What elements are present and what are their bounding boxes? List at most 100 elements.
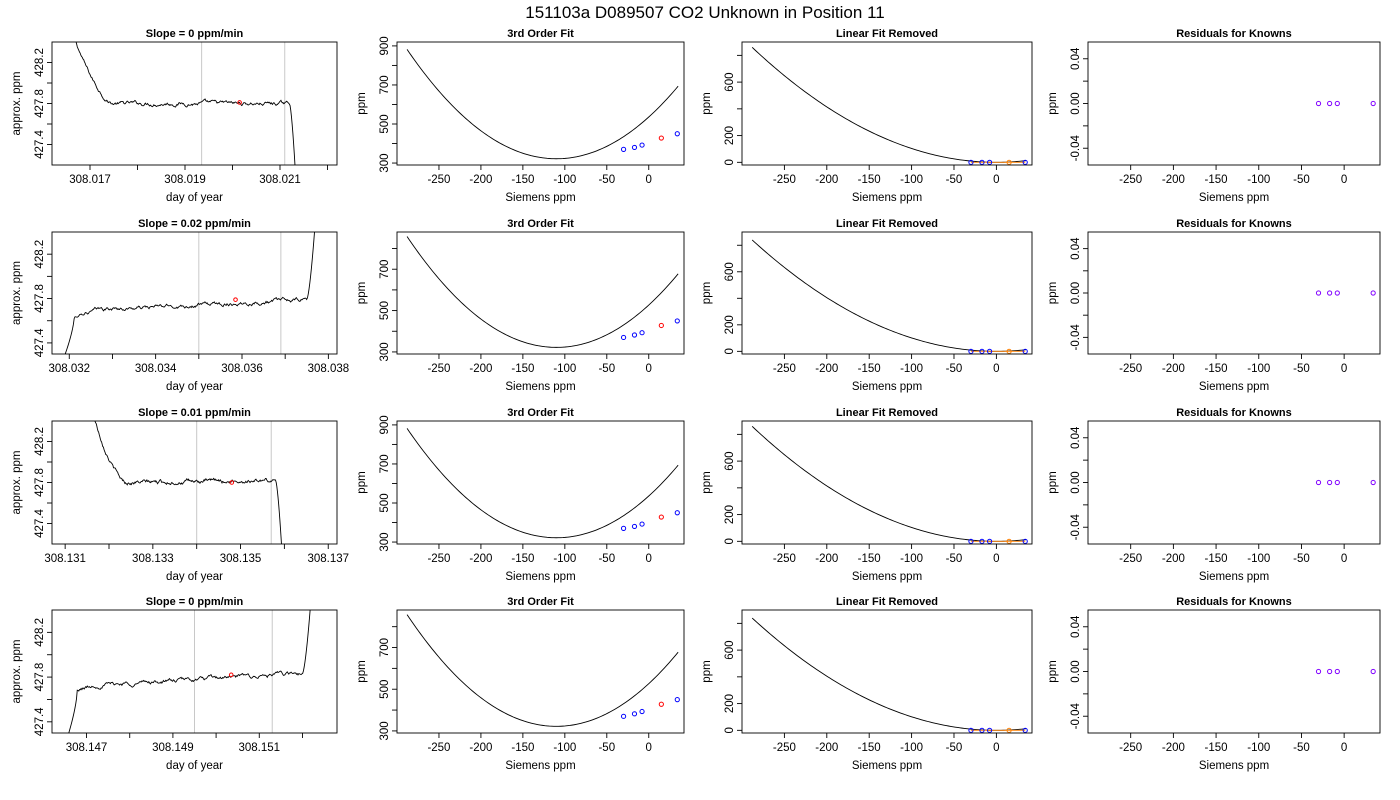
- data-point: [1370, 479, 1376, 486]
- data-point: [674, 510, 680, 516]
- data-point: [979, 538, 985, 544]
- y-tick-label: 300: [379, 721, 391, 740]
- data-point: [631, 332, 638, 338]
- fit-curve: [751, 239, 1027, 352]
- y-tick-label: 500: [379, 301, 391, 320]
- data-point: [1006, 348, 1012, 354]
- panel-r4-c1: 308.147 308.149 308.151 427.4 427.8 428.2 Slop…: [11, 596, 338, 772]
- y-tick-label: 428.2: [34, 240, 46, 269]
- panel-title: Slope = 0 ppm/min: [146, 28, 244, 40]
- x-axis-label: Siemens ppm: [1199, 760, 1269, 772]
- y-axis-label: ppm: [1047, 660, 1059, 682]
- plot-area: [75, 42, 296, 165]
- y-tick-label: 0.00: [1070, 282, 1082, 304]
- y-tick-label: 300: [379, 342, 391, 361]
- y-tick-label: 0.00: [1070, 471, 1082, 493]
- fit-curve: [406, 236, 679, 348]
- data-point: [620, 146, 627, 152]
- panel-title: Residuals for Knowns: [1176, 28, 1292, 40]
- data-point: [620, 334, 627, 341]
- panel-r2-c1: 308.032 308.034 308.036 308.038 427.4 427.8 42…: [11, 218, 349, 393]
- x-tick-label: -100: [1247, 553, 1270, 565]
- plot-area: [94, 421, 282, 544]
- y-tick-label: 600: [724, 73, 736, 92]
- panel-title: 3rd Order Fit: [507, 596, 574, 608]
- data-point: [658, 701, 664, 707]
- data-point: [1315, 100, 1322, 107]
- data-point: [1334, 479, 1340, 486]
- plot-frame: [51, 420, 338, 545]
- x-axis-label: Siemens ppm: [1199, 192, 1269, 204]
- x-axis-label: Siemens ppm: [1199, 571, 1269, 583]
- y-tick-label: 600: [724, 452, 736, 471]
- y-tick-label: 600: [724, 641, 736, 660]
- x-axis-label: day of year: [166, 381, 223, 393]
- x-tick-label: -100: [900, 742, 923, 754]
- data-point: [1315, 479, 1322, 486]
- plot-frame: [396, 609, 685, 734]
- x-tick-label: 0: [646, 363, 652, 375]
- data-point: [968, 538, 974, 544]
- data-point: [658, 514, 664, 520]
- data-point: [979, 159, 985, 165]
- data-point: [674, 697, 680, 703]
- x-tick-label: 0: [1341, 363, 1347, 375]
- x-tick-label: 308.038: [308, 363, 350, 375]
- x-tick-label: 308.032: [48, 363, 90, 375]
- plot-area: [1315, 100, 1376, 107]
- approx-ppm-trace: [94, 421, 282, 544]
- panel-r4-c4: -250 -200 -150 -100 -50 0 -0.04 0.00 0.04 Residua…: [1047, 596, 1381, 772]
- data-point: [968, 348, 974, 354]
- panel-r3-c3: -250 -200 -150 -100 -50 0 0 200 600 Linear Fit Re…: [701, 407, 1033, 583]
- x-tick-label: -150: [511, 553, 534, 565]
- y-tick-label: 200: [724, 694, 736, 713]
- x-tick-label: -150: [511, 174, 534, 186]
- x-tick-label: 308.133: [132, 553, 174, 565]
- x-tick-label: 308.036: [221, 363, 263, 375]
- unknown-marker: [228, 672, 234, 678]
- data-point: [1334, 100, 1340, 107]
- x-tick-label: -200: [1162, 742, 1185, 754]
- x-tick-label: -50: [1293, 742, 1310, 754]
- x-tick-label: 308.137: [307, 553, 349, 565]
- figure-title: 151103a D089507 CO2 Unknown in Position …: [525, 3, 884, 22]
- x-axis-label: day of year: [166, 760, 223, 772]
- x-tick-label: -250: [1119, 363, 1142, 375]
- fit-curve: [751, 426, 1027, 542]
- plot-area: [1315, 290, 1376, 296]
- data-point: [979, 727, 985, 733]
- plot-area: [751, 47, 1028, 165]
- x-tick-label: -200: [815, 553, 838, 565]
- x-tick-label: 308.131: [44, 553, 86, 565]
- x-tick-label: -200: [469, 553, 492, 565]
- data-point: [987, 159, 993, 165]
- x-tick-label: -50: [1293, 174, 1310, 186]
- x-tick-label: -150: [858, 363, 881, 375]
- x-axis-label: Siemens ppm: [505, 381, 575, 393]
- data-point: [674, 131, 680, 137]
- data-point: [1006, 159, 1012, 165]
- x-tick-label: -150: [1205, 363, 1228, 375]
- plot-area: [1315, 479, 1376, 486]
- x-tick-label: -50: [1293, 553, 1310, 565]
- y-tick-label: 428.2: [34, 48, 46, 77]
- y-tick-label: 600: [724, 262, 736, 281]
- plot-frame: [741, 41, 1033, 166]
- x-tick-label: -100: [900, 174, 923, 186]
- y-tick-label: 200: [724, 505, 736, 524]
- data-point: [658, 322, 664, 329]
- x-tick-label: -50: [598, 363, 615, 375]
- y-axis-label: ppm: [1047, 282, 1059, 304]
- y-tick-label: 0.04: [1070, 615, 1082, 638]
- x-tick-label: 308.135: [220, 553, 262, 565]
- x-tick-label: 308.017: [69, 174, 111, 186]
- plot-frame: [51, 609, 338, 734]
- y-axis-label: approx. ppm: [11, 451, 23, 515]
- approx-ppm-trace: [64, 232, 315, 354]
- plot-area: [751, 617, 1028, 733]
- plot-frame: [1087, 609, 1381, 734]
- plot-area: [751, 426, 1028, 544]
- panel-title: Residuals for Knowns: [1176, 407, 1292, 419]
- data-point: [987, 348, 993, 354]
- panel-title: Residuals for Knowns: [1176, 218, 1292, 230]
